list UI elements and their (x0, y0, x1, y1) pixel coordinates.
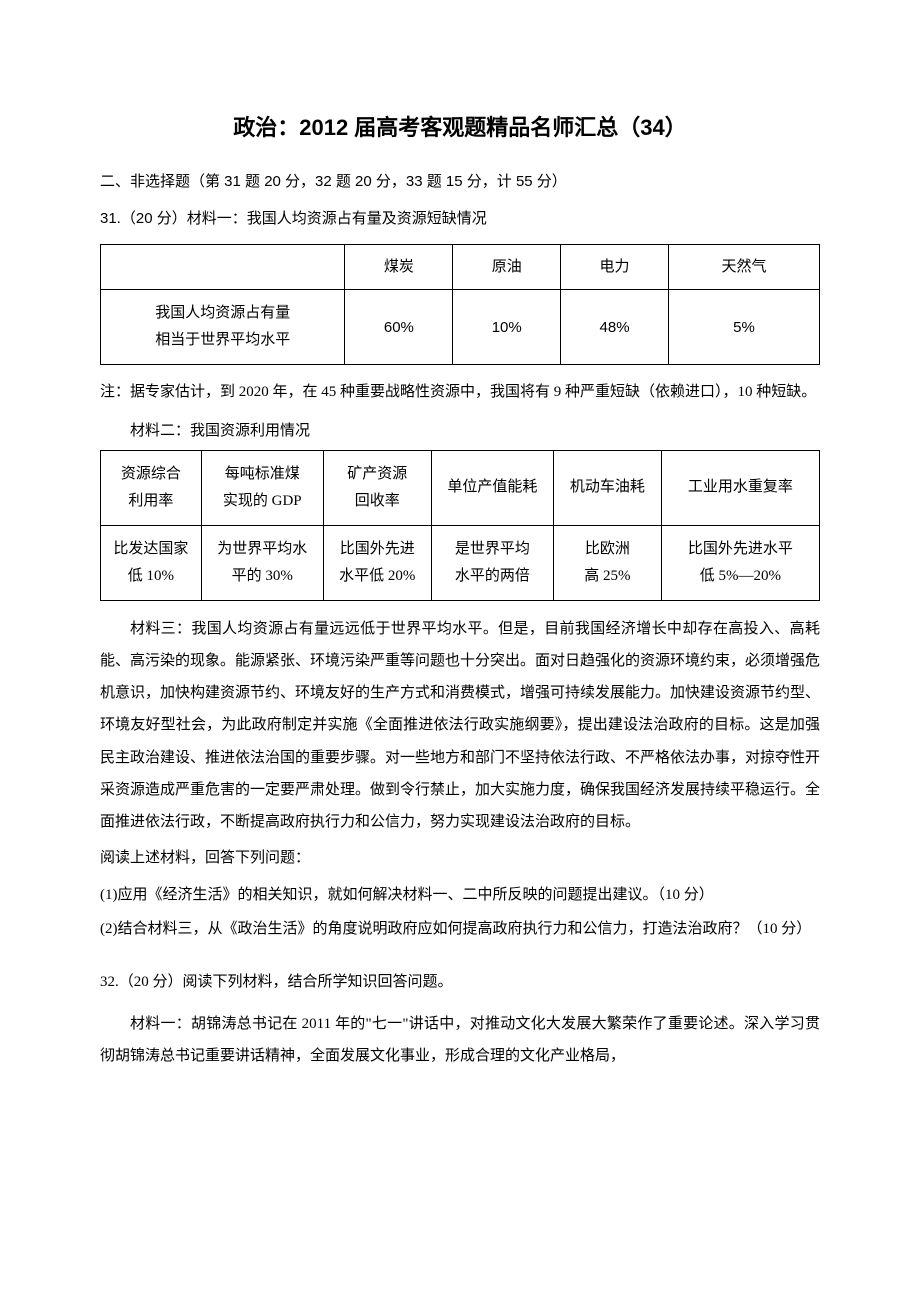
q32-material1: 材料一：胡锦涛总书记在 2011 年的"七一"讲话中，对推动文化大发展大繁荣作了… (100, 1008, 820, 1073)
table-row: 我国人均资源占有量 相当于世界平均水平 60% 10% 48% 5% (101, 290, 820, 365)
cell-line2: 低 5%—20% (700, 568, 781, 584)
cell-line1: 为世界平均水 (217, 541, 307, 557)
page-title: 政治：2012 届高考客观题精品名师汇总（34） (100, 110, 820, 142)
table-resource-utilization: 资源综合 利用率 每吨标准煤 实现的 GDP 矿产资源 回收率 单位产值能耗 机… (100, 450, 820, 601)
table-cell: 煤炭 (345, 245, 453, 290)
cell-line2: 低 10% (128, 568, 174, 584)
table-row: 比发达国家 低 10% 为世界平均水 平的 30% 比国外先进 水平低 20% … (101, 525, 820, 600)
table-cell: 比发达国家 低 10% (101, 525, 202, 600)
table-cell: 原油 (453, 245, 561, 290)
cell-line2: 实现的 GDP (223, 493, 302, 509)
cell-line2: 水平低 20% (339, 568, 415, 584)
cell-line1: 我国人均资源占有量 (155, 305, 290, 321)
section-heading: 二、非选择题（第 31 题 20 分，32 题 20 分，33 题 15 分，计… (100, 170, 820, 191)
table-cell: 60% (345, 290, 453, 365)
cell-line2: 高 25% (584, 568, 630, 584)
cell-line1: 比国外先进水平 (688, 541, 793, 557)
table-cell: 单位产值能耗 (431, 450, 553, 525)
table1-note: 注：据专家估计，到 2020 年，在 45 种重要战略性资源中，我国将有 9 种… (100, 377, 820, 409)
table-resources-per-capita: 煤炭 原油 电力 天然气 我国人均资源占有量 相当于世界平均水平 60% 10%… (100, 244, 820, 365)
cell-line1: 每吨标准煤 (225, 466, 300, 482)
cell-line2: 回收率 (355, 493, 400, 509)
cell-line1: 资源综合 (121, 466, 181, 482)
table-cell: 比欧洲 高 25% (553, 525, 661, 600)
material2-label: 材料二：我国资源利用情况 (100, 419, 820, 440)
table-cell: 48% (561, 290, 669, 365)
table-cell: 矿产资源 回收率 (323, 450, 431, 525)
cell-line1: 矿产资源 (347, 466, 407, 482)
table-cell: 10% (453, 290, 561, 365)
cell-line1: 比国外先进 (340, 541, 415, 557)
table-cell: 工业用水重复率 (661, 450, 819, 525)
table-cell: 比国外先进水平 低 5%—20% (661, 525, 819, 600)
spacer (100, 947, 820, 969)
table-cell: 为世界平均水 平的 30% (201, 525, 323, 600)
table-cell: 机动车油耗 (553, 450, 661, 525)
cell-line2: 利用率 (128, 493, 173, 509)
q32-intro: 32.（20 分）阅读下列材料，结合所学知识回答问题。 (100, 969, 820, 996)
material3-paragraph: 材料三：我国人均资源占有量远远低于世界平均水平。但是，目前我国经济增长中却存在高… (100, 613, 820, 839)
table-row: 煤炭 原油 电力 天然气 (101, 245, 820, 290)
table-cell: 是世界平均 水平的两倍 (431, 525, 553, 600)
cell-line2: 相当于世界平均水平 (155, 332, 290, 348)
table-cell: 天然气 (668, 245, 819, 290)
table-cell: 资源综合 利用率 (101, 450, 202, 525)
table-cell: 我国人均资源占有量 相当于世界平均水平 (101, 290, 345, 365)
cell-line2: 平的 30% (232, 568, 293, 584)
table-row: 资源综合 利用率 每吨标准煤 实现的 GDP 矿产资源 回收率 单位产值能耗 机… (101, 450, 820, 525)
q31-sub1: (1)应用《经济生活》的相关知识，就如何解决材料一、二中所反映的问题提出建议。（… (100, 879, 820, 911)
cell-line1: 比发达国家 (113, 541, 188, 557)
table-cell: 比国外先进 水平低 20% (323, 525, 431, 600)
table-cell (101, 245, 345, 290)
table-cell: 5% (668, 290, 819, 365)
q31-intro: 31.（20 分）材料一：我国人均资源占有量及资源短缺情况 (100, 205, 820, 232)
q31-prompt: 阅读上述材料，回答下列问题： (100, 842, 820, 874)
cell-line1: 是世界平均 (455, 541, 530, 557)
cell-line1: 比欧洲 (585, 541, 630, 557)
q31-sub2: (2)结合材料三，从《政治生活》的角度说明政府应如何提高政府执行力和公信力，打造… (100, 913, 820, 945)
cell-line2: 水平的两倍 (455, 568, 530, 584)
table-cell: 每吨标准煤 实现的 GDP (201, 450, 323, 525)
table-cell: 电力 (561, 245, 669, 290)
